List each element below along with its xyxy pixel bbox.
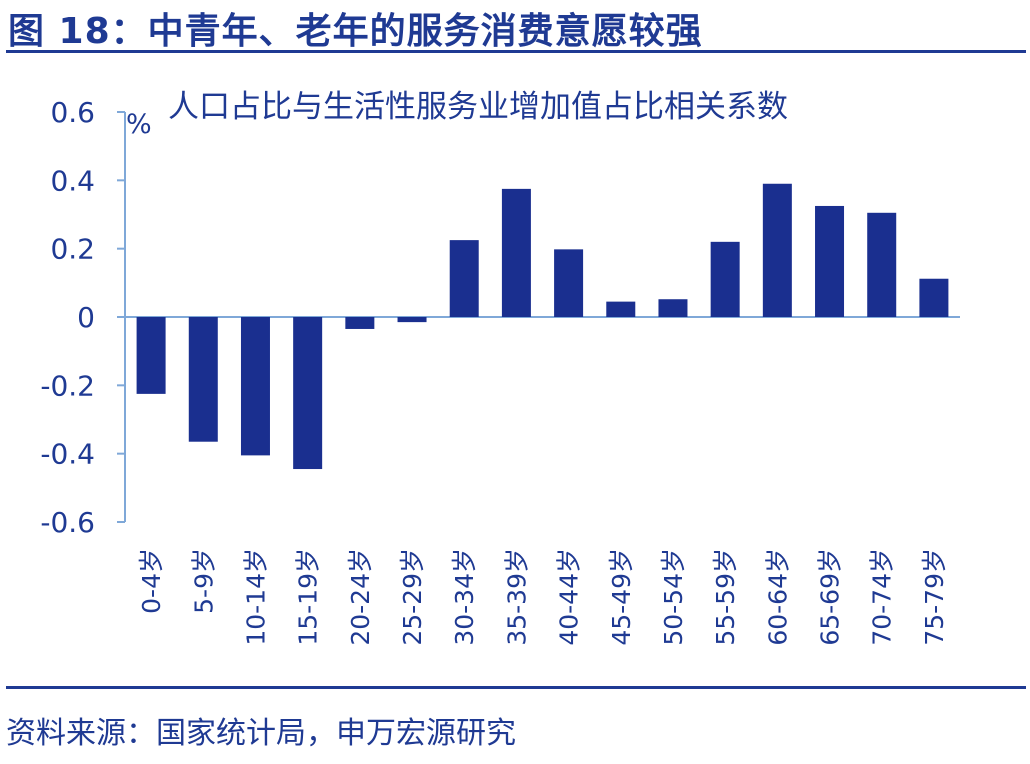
x-tick-label: 35-39岁 bbox=[502, 548, 531, 646]
x-tick-label: 15-19岁 bbox=[294, 548, 323, 646]
x-tick-label: 40-44岁 bbox=[555, 548, 584, 646]
x-tick-label: 20-24岁 bbox=[346, 548, 375, 646]
figure-title: 图 18：中青年、老年的服务消费意愿较强 bbox=[8, 11, 703, 52]
x-tick-label: 65-69岁 bbox=[816, 548, 845, 646]
y-axis-unit: % bbox=[126, 109, 152, 140]
bar-13 bbox=[762, 183, 792, 317]
bar-12 bbox=[710, 241, 740, 317]
x-tick-label: 0-4岁 bbox=[137, 548, 166, 614]
top-rule bbox=[6, 50, 1026, 53]
bar-10 bbox=[606, 301, 636, 317]
y-axis-ticks: 0.6 0.4 0.2 0 -0.2 -0.4 -0.6 bbox=[40, 96, 125, 539]
bar-11 bbox=[658, 299, 688, 317]
bar-9 bbox=[554, 249, 584, 317]
x-tick-label: 75-79岁 bbox=[920, 548, 949, 646]
y-tick-label: 0.6 bbox=[50, 96, 95, 129]
x-tick-label: 10-14岁 bbox=[241, 548, 270, 646]
x-tick-label: 45-49岁 bbox=[607, 548, 636, 646]
x-tick-label: 55-59岁 bbox=[711, 548, 740, 646]
y-tick-label: -0.4 bbox=[40, 438, 95, 471]
source-note: 资料来源：国家统计局，申万宏源研究 bbox=[6, 716, 516, 751]
bar-16 bbox=[919, 278, 949, 317]
bars bbox=[136, 183, 949, 470]
bar-2 bbox=[188, 317, 218, 442]
x-tick-label: 70-74岁 bbox=[868, 548, 897, 646]
y-tick-label: 0.2 bbox=[50, 233, 95, 266]
x-axis-ticks: 0-4岁 5-9岁 10-14岁 15-19岁 20-24岁 25-29岁 30-34岁 35… bbox=[137, 548, 949, 646]
y-tick-label: -0.2 bbox=[40, 369, 95, 402]
y-tick-label: 0.4 bbox=[50, 164, 95, 197]
y-tick-label: -0.6 bbox=[40, 506, 95, 539]
bar-1 bbox=[136, 317, 166, 394]
x-tick-label: 25-29岁 bbox=[398, 548, 427, 646]
bar-chart: 0.6 0.4 0.2 0 -0.2 -0.4 -0.6 0-4岁 5-9岁 10-14岁 15-… bbox=[40, 89, 960, 646]
bar-14 bbox=[815, 205, 845, 317]
x-tick-label: 30-34岁 bbox=[450, 548, 479, 646]
bar-6 bbox=[397, 317, 427, 323]
x-tick-label: 50-54岁 bbox=[659, 548, 688, 646]
bar-7 bbox=[449, 240, 479, 317]
bar-5 bbox=[345, 317, 375, 329]
bar-4 bbox=[293, 317, 323, 470]
bar-3 bbox=[240, 317, 270, 456]
x-tick-label: 5-9岁 bbox=[189, 548, 218, 614]
bar-15 bbox=[867, 212, 897, 317]
chart-title: 人口占比与生活性服务业增加值占比相关系数 bbox=[168, 89, 788, 125]
bar-8 bbox=[501, 188, 531, 317]
x-tick-label: 60-64岁 bbox=[763, 548, 792, 646]
y-tick-label: 0 bbox=[77, 301, 95, 334]
bottom-rule bbox=[6, 686, 1026, 689]
